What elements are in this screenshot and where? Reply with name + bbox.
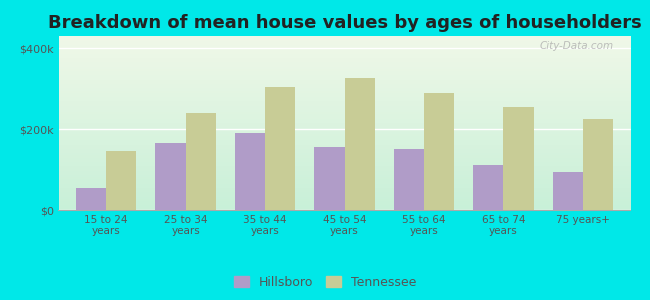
Bar [394,149,424,210]
Bar [424,93,454,210]
Bar [155,143,186,210]
Bar [235,133,265,210]
Bar [344,79,374,210]
Legend: Hillsboro, Tennessee: Hillsboro, Tennessee [229,271,421,294]
Text: City-Data.com: City-Data.com [540,41,614,51]
Bar [583,119,613,210]
Bar [552,172,583,210]
Title: Breakdown of mean house values by ages of householders: Breakdown of mean house values by ages o… [47,14,642,32]
Bar [106,151,136,210]
Bar [76,188,106,210]
Bar [473,166,503,210]
Bar [315,147,344,210]
Bar [265,87,295,210]
Bar [186,113,216,210]
Bar [503,107,534,210]
